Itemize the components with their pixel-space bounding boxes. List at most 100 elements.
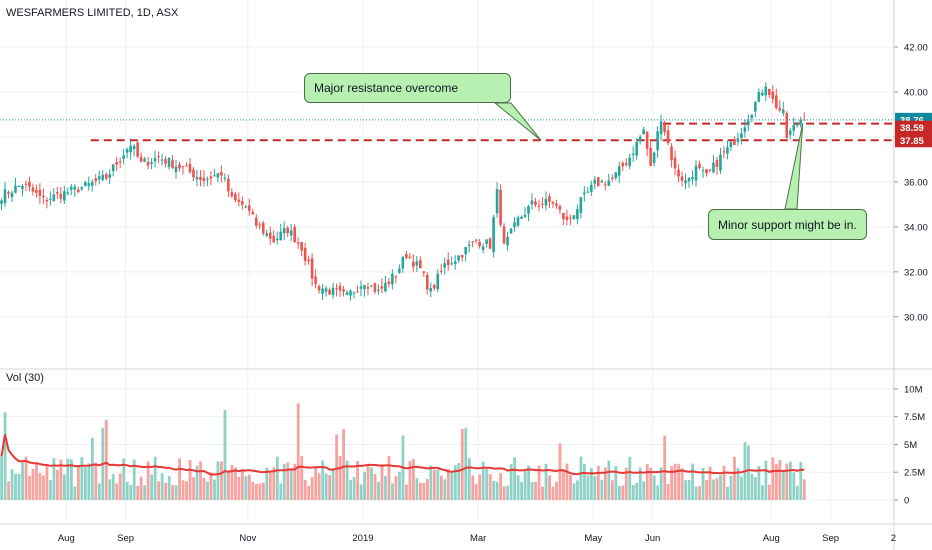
- volume-bar: [635, 482, 639, 500]
- volume-bar: [436, 469, 440, 500]
- candle: [614, 171, 618, 181]
- time-tick-label: Mar: [470, 533, 486, 544]
- volume-bar: [111, 474, 115, 500]
- volume-bar: [76, 465, 80, 500]
- volume-bar: [17, 473, 21, 500]
- candle-body: [453, 261, 457, 264]
- volume-bar: [691, 463, 695, 500]
- candle: [719, 148, 722, 174]
- volume-bar: [31, 469, 35, 500]
- volume-bar: [3, 412, 7, 500]
- candle-body: [576, 209, 579, 219]
- volume-bar: [750, 473, 754, 500]
- volume-bar: [429, 465, 433, 500]
- volume-bar: [579, 456, 583, 500]
- candle: [778, 100, 782, 113]
- candle: [576, 204, 579, 225]
- candle-body: [485, 239, 488, 245]
- volume-bar: [132, 459, 136, 500]
- candle-body: [101, 174, 105, 180]
- candle-body: [586, 191, 590, 193]
- volume-bar: [10, 469, 14, 500]
- candle-body: [474, 239, 478, 241]
- candle: [398, 264, 401, 274]
- candle-body: [708, 169, 712, 171]
- price-tag-background: [895, 133, 932, 148]
- candle: [73, 184, 77, 197]
- candle-body: [757, 91, 761, 102]
- candle: [415, 256, 419, 273]
- volume-bar: [202, 477, 206, 500]
- candle-body: [178, 164, 181, 169]
- volume-bar: [705, 480, 708, 500]
- candle: [698, 160, 701, 170]
- volume-bar: [555, 481, 558, 500]
- candle: [202, 170, 206, 187]
- candle: [261, 220, 265, 236]
- candle: [335, 283, 338, 297]
- volume-bar: [21, 462, 24, 500]
- candle: [771, 85, 775, 104]
- candle-body: [506, 236, 509, 246]
- volume-bar: [415, 478, 419, 500]
- callout-support: Minor support might be in.: [708, 209, 867, 240]
- candle: [157, 151, 160, 164]
- candle: [223, 173, 227, 182]
- candle-body: [139, 156, 143, 162]
- candle-body: [460, 254, 464, 258]
- volume-bar: [265, 467, 269, 500]
- candle: [59, 186, 63, 204]
- candle-body: [0, 200, 3, 204]
- chart-title: WESFARMERS LIMITED, 1D, ASX: [6, 7, 179, 19]
- candle-body: [35, 189, 38, 193]
- candle-body: [726, 147, 729, 154]
- candle-body: [366, 286, 370, 289]
- callout-resistance: Major resistance overcome: [304, 73, 511, 103]
- candle: [38, 183, 42, 204]
- volume-bar: [7, 481, 10, 500]
- candle-body: [764, 86, 768, 96]
- candle: [677, 164, 680, 183]
- time-tick-label: May: [584, 533, 602, 544]
- candle-body: [719, 154, 722, 171]
- price-tag-label: 38.59: [900, 123, 924, 134]
- candle: [14, 177, 17, 194]
- candle: [419, 256, 422, 269]
- candle-body: [122, 155, 125, 159]
- volume-bar: [607, 460, 611, 500]
- candle-body: [743, 127, 747, 132]
- candle-body: [254, 217, 258, 226]
- candle: [164, 156, 167, 168]
- candle: [83, 180, 87, 187]
- candle: [185, 162, 188, 167]
- candle: [694, 160, 698, 187]
- volume-bar: [788, 461, 792, 500]
- volume-bar: [586, 475, 590, 500]
- volume-bar: [345, 460, 349, 500]
- volume-bar: [422, 482, 426, 500]
- candle: [565, 209, 569, 226]
- candle: [136, 140, 139, 159]
- candle: [87, 176, 91, 191]
- candle: [122, 149, 125, 165]
- candle: [659, 114, 663, 141]
- candle-body: [42, 195, 45, 197]
- candle-body: [471, 241, 474, 243]
- volume-bar: [439, 475, 443, 500]
- volume-bar: [167, 475, 171, 500]
- candle: [258, 221, 262, 230]
- candle: [31, 183, 35, 196]
- volume-bar: [617, 486, 621, 500]
- candle: [52, 188, 56, 202]
- candle: [705, 168, 708, 177]
- candle: [785, 111, 789, 142]
- volume-bar: [370, 467, 373, 500]
- candle-body: [38, 189, 42, 196]
- volume-bar: [181, 480, 185, 500]
- candle-body: [28, 181, 31, 187]
- candle-body: [638, 136, 642, 142]
- candle-body: [645, 131, 649, 150]
- candle: [321, 283, 324, 300]
- volume-bar: [146, 461, 150, 500]
